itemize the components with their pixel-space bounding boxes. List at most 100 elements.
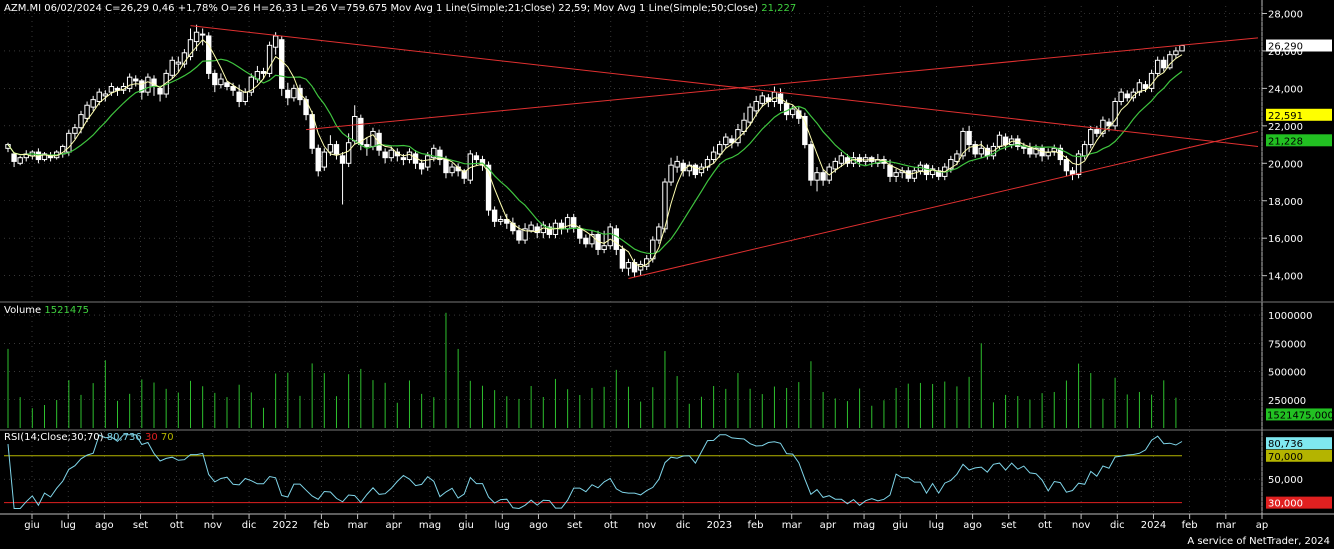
candle-up <box>929 168 936 176</box>
last-price-label-box <box>1266 39 1332 52</box>
candle-up <box>406 151 413 161</box>
candle-up <box>960 130 966 157</box>
candle-up <box>1081 144 1088 157</box>
candle-down <box>11 153 17 162</box>
candle-up <box>102 93 109 97</box>
candle-up <box>753 101 759 112</box>
ma21-axis-label: 22,591 <box>1268 111 1303 122</box>
volume-panel-title: Volume 1521475 <box>4 305 89 316</box>
candle-down <box>966 130 972 146</box>
candle-up <box>449 166 455 174</box>
time-tick-label: ago <box>529 520 548 531</box>
candle-up <box>72 127 78 134</box>
candle-down <box>504 218 510 224</box>
candle-up <box>838 155 845 164</box>
candle-down <box>887 164 893 177</box>
candle-up <box>272 35 279 48</box>
candle-up <box>1154 59 1161 74</box>
candle-up <box>735 129 741 144</box>
candle-down <box>1142 84 1149 89</box>
candle-up <box>1088 129 1094 146</box>
candle-up <box>242 91 248 103</box>
price-tick-label: 16,000 <box>1268 234 1303 245</box>
candle-down <box>1094 129 1100 134</box>
time-tick-label: apr <box>820 520 837 531</box>
candle-up <box>710 151 717 161</box>
candle-up <box>893 172 899 177</box>
candle-down <box>516 230 522 241</box>
rsi-70-label-box <box>1266 449 1332 462</box>
time-tick-label: mar <box>782 520 803 531</box>
candle-down <box>619 248 626 269</box>
time-tick-label: nov <box>638 520 656 531</box>
candle-up <box>528 224 534 232</box>
candle-down <box>583 237 589 245</box>
candle-up <box>248 76 255 93</box>
candle-down <box>279 39 285 89</box>
candle-down <box>546 226 553 235</box>
rsi-value-label: 80,736 <box>1268 439 1303 450</box>
candle-up <box>193 31 200 43</box>
candle-up <box>1112 101 1118 127</box>
candle-down <box>333 144 340 155</box>
volume-tick-label: 1000000 <box>1268 311 1313 322</box>
candle-up <box>522 228 528 241</box>
price-tick-label: 14,000 <box>1268 272 1303 283</box>
ma50-axis-label: 21,228 <box>1268 136 1303 147</box>
candle-down <box>571 217 577 228</box>
candle-up <box>911 170 918 179</box>
candle-up <box>656 226 662 241</box>
candle-up <box>996 134 1003 147</box>
candle-up <box>1136 82 1143 93</box>
time-tick-label: ott <box>170 520 184 531</box>
candle-up <box>41 153 48 161</box>
candle-up <box>832 160 838 170</box>
time-tick-label: lug <box>60 520 75 531</box>
time-tick-label: ott <box>1038 520 1052 531</box>
trendline <box>306 37 1259 131</box>
candle-down <box>364 144 370 147</box>
volume-tick-label: 750000 <box>1268 339 1306 350</box>
candle-up <box>789 108 796 116</box>
candle-up <box>108 86 115 93</box>
candle-up <box>601 245 607 250</box>
time-tick-label: ap <box>1256 520 1268 531</box>
candle-down <box>485 164 492 211</box>
candle-up <box>175 61 182 65</box>
time-tick-label: feb <box>1182 520 1198 531</box>
candle-down <box>133 78 139 82</box>
rsi-30-label: 30,000 <box>1268 499 1303 510</box>
time-tick-label: nov <box>204 520 222 531</box>
candle-up <box>291 87 297 99</box>
candle-down <box>339 155 346 164</box>
candle-up <box>1167 54 1173 69</box>
candle-up <box>771 91 778 103</box>
candle-down <box>613 228 619 250</box>
candle-up <box>388 149 394 159</box>
candle-up <box>741 119 747 132</box>
volume-last-label: 1521475,000 <box>1267 410 1334 421</box>
candle-down <box>1002 136 1009 146</box>
candle-up <box>126 76 133 89</box>
time-tick-label: 2024 <box>1141 520 1166 531</box>
symbol: AZM.MI <box>4 3 42 14</box>
candle-down <box>206 35 212 74</box>
price-tick-label: 26,000 <box>1268 47 1303 58</box>
candle-up <box>1173 50 1179 56</box>
candle-up <box>674 160 680 168</box>
time-tick-label: mag <box>853 520 875 531</box>
ma50-value: 21,227 <box>761 3 797 14</box>
volume-tick-label: 250000 <box>1268 396 1306 407</box>
candle-down <box>473 155 480 161</box>
candle-down <box>972 144 978 155</box>
volume-bars <box>7 312 1177 428</box>
candle-up <box>759 95 765 104</box>
candle-up <box>1179 45 1185 52</box>
time-tick-label: set <box>133 520 148 531</box>
ma21-axis-label-box <box>1266 108 1332 121</box>
candle-up <box>90 99 96 108</box>
candle-down <box>437 149 443 161</box>
candle-up <box>716 144 723 155</box>
price-tick-label: 22,000 <box>1268 122 1303 133</box>
